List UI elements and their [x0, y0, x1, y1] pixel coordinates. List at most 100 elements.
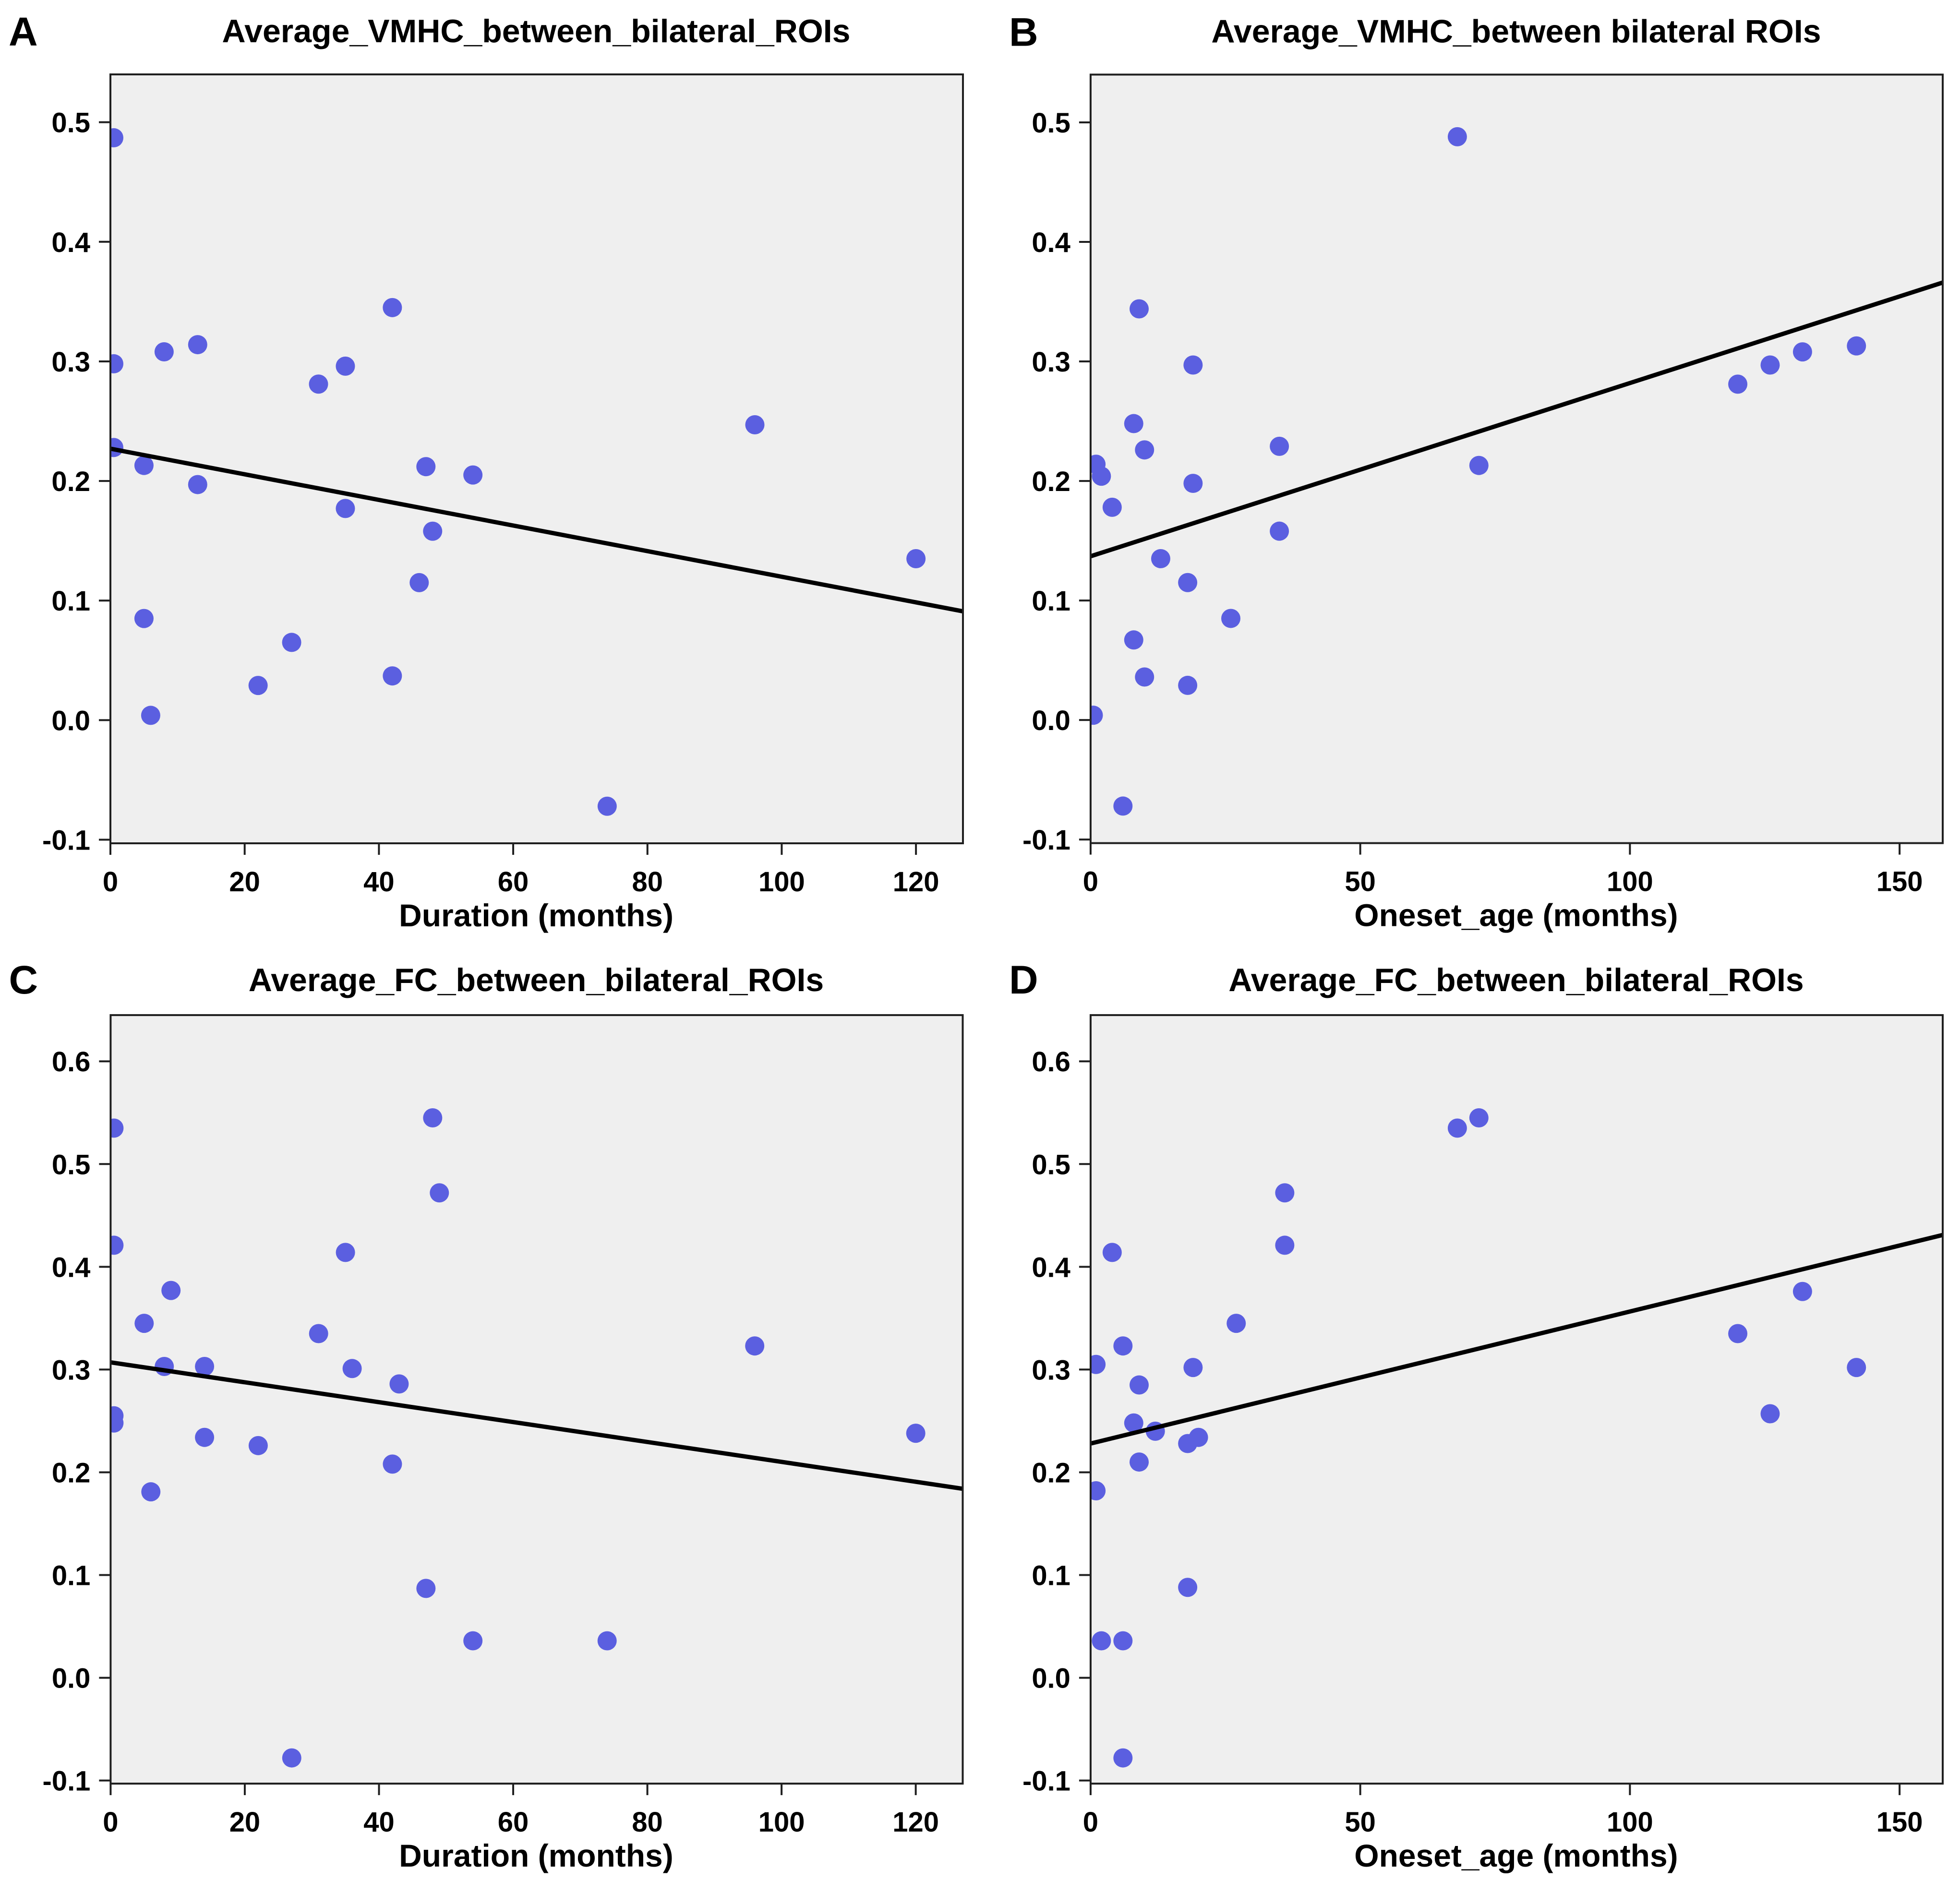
data-point: [1130, 1375, 1149, 1395]
y-tick-label: 0.3: [51, 347, 90, 378]
data-point: [906, 1424, 926, 1443]
scatter-chart-c: C Average_FC_between_bilateral_ROIs 0 20 4…: [9, 957, 964, 1873]
data-point: [141, 1482, 161, 1502]
data-point: [134, 1314, 154, 1333]
regression-line: [1090, 280, 1943, 559]
plot-area: [1090, 74, 1943, 843]
data-point: [1760, 1404, 1780, 1424]
scatter-chart-a: A Average_VMHC_between_bilateral_ROIs 0 2…: [9, 9, 964, 933]
y-tick-label: -0.1: [1022, 1766, 1070, 1797]
data-point: [110, 1413, 124, 1433]
plot-content: 0 50 100 150 -0.1 0.0 0.1 0.2 0.3 0.4 0.5: [1022, 73, 1944, 898]
points-group: [1090, 1108, 1866, 1768]
data-point: [1275, 1183, 1295, 1203]
data-point: [383, 666, 402, 686]
data-point: [1469, 1108, 1489, 1127]
data-point: [1135, 667, 1154, 687]
data-point: [134, 609, 154, 628]
y-tick-label: 0.5: [51, 108, 90, 139]
y-tick-label: 0.5: [1032, 108, 1070, 139]
data-point: [1270, 436, 1289, 456]
plot-area: [110, 1015, 963, 1784]
data-point: [430, 1183, 449, 1203]
data-point: [195, 1357, 215, 1377]
y-tick-label: 0.6: [52, 1047, 91, 1078]
y-tick-label: 0.1: [1032, 1561, 1070, 1592]
x-tick-label: 80: [632, 866, 663, 898]
y-tick-label: 0.0: [1032, 706, 1070, 736]
data-point: [1178, 1434, 1198, 1453]
x-tick-label: 120: [892, 1807, 939, 1838]
data-point: [745, 415, 765, 434]
data-point: [597, 796, 617, 816]
data-point: [1130, 1452, 1149, 1472]
data-point: [597, 1631, 617, 1651]
data-point: [383, 1454, 402, 1474]
data-point: [409, 573, 429, 592]
panel-a: A Average_VMHC_between_bilateral_ROIs 0 2…: [0, 0, 980, 941]
data-point: [1221, 609, 1240, 628]
y-tick-label: 0.4: [51, 227, 90, 258]
data-point: [134, 455, 154, 475]
data-point: [154, 342, 174, 362]
data-point: [383, 298, 402, 317]
plot-frame: [1089, 73, 1944, 844]
x-tick-label: 0: [103, 1807, 118, 1838]
y-tick-label: -0.1: [42, 825, 90, 856]
y-tick-label: 0.1: [51, 586, 90, 617]
data-point: [1102, 1243, 1122, 1262]
x-axis-label: Duration (months): [399, 898, 673, 933]
data-point: [110, 128, 123, 148]
data-point: [336, 499, 355, 518]
data-point: [423, 1108, 443, 1127]
data-point: [1792, 1282, 1812, 1301]
data-point: [161, 1281, 181, 1300]
panel-letter: B: [1009, 9, 1038, 54]
data-point: [309, 1324, 328, 1343]
data-point: [1092, 1631, 1111, 1651]
y-tick-label: 0.0: [1032, 1664, 1070, 1694]
data-point: [423, 521, 443, 541]
y-tick-label: -0.1: [43, 1766, 91, 1797]
data-point: [1227, 1314, 1246, 1333]
x-axis-label: Duration (months): [399, 1838, 673, 1873]
x-tick-label: 50: [1345, 1807, 1375, 1838]
data-point: [282, 633, 301, 652]
y-tick-label: 0.4: [1032, 228, 1070, 258]
data-point: [1275, 1235, 1295, 1255]
data-point: [1135, 440, 1154, 460]
panel-letter: A: [9, 9, 38, 54]
data-point: [1792, 342, 1812, 362]
plot-content: 0 20 40 60 80 100 120 -0.1 0.0 0.1 0.2 0.3 0.4 0.5 0.6: [43, 1014, 964, 1838]
data-point: [282, 1748, 301, 1768]
data-point: [1090, 1481, 1106, 1501]
data-point: [1151, 549, 1170, 568]
x-tick-label: 40: [363, 866, 395, 898]
data-point: [188, 475, 207, 494]
data-point: [1469, 455, 1489, 475]
x-tick-label: 100: [758, 1807, 805, 1838]
data-point: [1183, 355, 1203, 375]
regression-line: [1090, 1233, 1943, 1446]
plot-frame: [1089, 1014, 1944, 1785]
scatter-chart-d: D Average_FC_between_bilateral_ROIs 0 50 1…: [1009, 957, 1944, 1873]
data-point: [1090, 1354, 1106, 1374]
regression-line: [110, 1360, 963, 1491]
x-tick-label: 50: [1345, 867, 1375, 898]
regression-line: [110, 446, 963, 614]
x-tick-label: 0: [1083, 1807, 1098, 1838]
points-group: [110, 128, 926, 816]
data-point: [1447, 127, 1467, 146]
data-point: [342, 1359, 362, 1378]
data-point: [1270, 521, 1289, 541]
data-point: [1113, 796, 1133, 816]
panel-b: B Average_VMHC_between bilateral ROIs 0 5…: [980, 0, 1960, 941]
y-tick-label: 0.3: [1032, 347, 1070, 378]
data-point: [195, 1427, 215, 1447]
y-tick-label: 0.0: [52, 1664, 91, 1694]
plot-area: [110, 74, 963, 843]
panel-c: C Average_FC_between_bilateral_ROIs 0 20 4…: [0, 941, 980, 1881]
x-axis-label: Oneset_age (months): [1354, 1838, 1678, 1873]
y-tick-label: 0.3: [1032, 1355, 1070, 1386]
